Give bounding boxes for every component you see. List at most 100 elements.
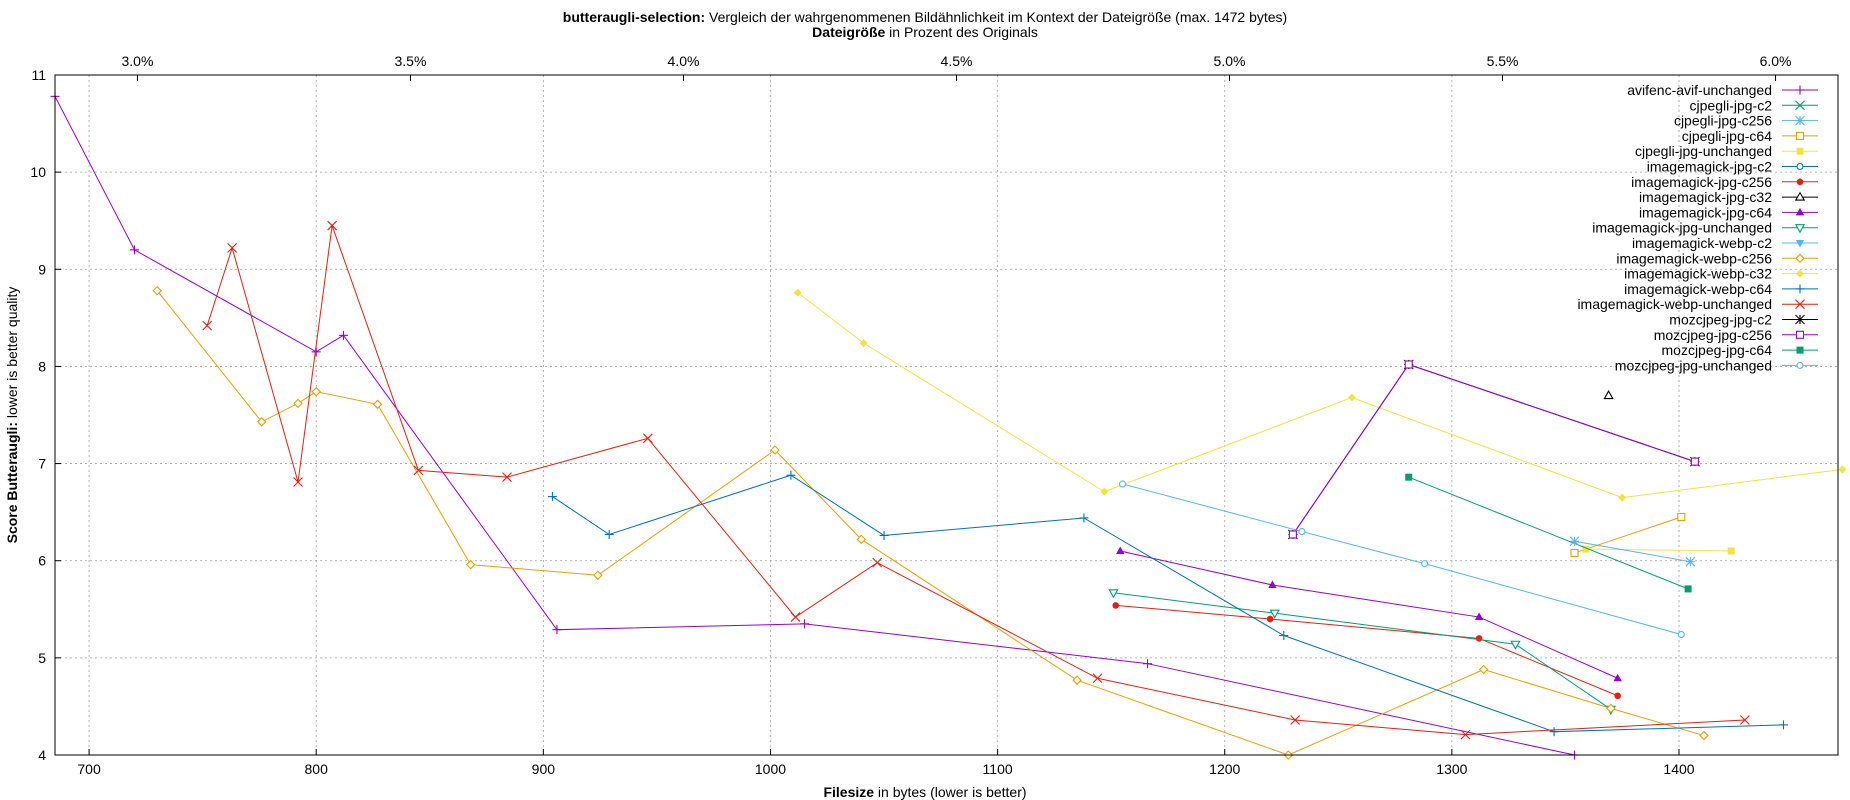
data-point	[1796, 178, 1804, 186]
x2-tick-label: 5.0%	[1214, 53, 1246, 69]
legend-item: imagemagick-webp-c32	[1624, 266, 1818, 282]
series-mozcjpeg-jpg-c256	[1288, 360, 1699, 539]
x2-tick-label: 3.0%	[121, 53, 153, 69]
data-point	[1796, 346, 1804, 354]
data-point	[1474, 612, 1484, 621]
series-cjpegli-jpg-unchanged	[1582, 545, 1735, 555]
series-imagemagick-jpg-unchanged	[1108, 589, 1617, 715]
data-point	[1795, 284, 1805, 294]
data-point	[1606, 703, 1616, 714]
series-line	[1574, 540, 1691, 563]
x2-axis-label: Dateigröße in Prozent des Originals	[812, 24, 1038, 40]
data-point	[1796, 162, 1804, 171]
data-point	[1569, 536, 1580, 547]
legend-label: mozcjpeg-jpg-unchanged	[1615, 357, 1772, 373]
x-tick-label: 1400	[1663, 761, 1694, 777]
legend-label: imagemagick-webp-c256	[1616, 250, 1772, 266]
data-point	[1795, 85, 1805, 95]
legend-label: imagemagick-webp-c2	[1632, 235, 1772, 251]
data-point	[465, 559, 476, 570]
data-point	[1582, 545, 1590, 553]
plot-series	[50, 91, 1847, 760]
chart-title: butteraugli-selection: Vergleich der wah…	[563, 9, 1287, 25]
data-point	[1795, 115, 1805, 126]
data-point	[786, 470, 796, 480]
series-line	[1122, 483, 1682, 636]
data-point	[1796, 147, 1804, 155]
data-point	[1795, 131, 1805, 140]
data-point	[1727, 547, 1735, 555]
data-point	[770, 445, 780, 455]
legend-label: imagemagick-jpg-c2	[1647, 159, 1772, 175]
series-line	[552, 474, 1784, 733]
data-point	[1460, 729, 1471, 740]
legend-label: cjpegli-jpg-c256	[1674, 113, 1772, 129]
legend-item: cjpegli-jpg-c64	[1682, 128, 1818, 144]
data-point	[859, 339, 868, 348]
legend-item: imagemagick-jpg-c32	[1639, 189, 1818, 205]
data-point	[256, 417, 267, 427]
series-imagemagick-webp-c256	[152, 285, 1709, 760]
data-point	[1279, 631, 1289, 641]
data-point	[1796, 361, 1804, 369]
data-point	[1478, 664, 1489, 675]
x2-tick-label: 4.5%	[941, 53, 973, 69]
series-mozcjpeg-jpg-unchanged	[1118, 480, 1685, 639]
data-point	[604, 529, 614, 539]
series-imagemagick-webp-c64	[547, 470, 1788, 737]
data-point	[1795, 330, 1805, 339]
x2-tick-label: 6.0%	[1760, 53, 1792, 69]
data-point	[879, 530, 889, 540]
series-line	[1113, 592, 1612, 710]
x-tick-label: 1300	[1436, 761, 1467, 777]
x-tick-label: 700	[77, 761, 101, 777]
legend-item: avifenc-avif-unchanged	[1627, 82, 1818, 98]
data-point	[1268, 580, 1277, 588]
series-mozcjpeg-jpg-c2	[1287, 359, 1700, 540]
data-point	[413, 465, 424, 476]
legend-label: imagemagick-webp-unchanged	[1577, 296, 1772, 312]
series-imagemagick-jpg-c64	[1116, 546, 1622, 682]
x-tick-label: 1200	[1209, 761, 1240, 777]
legend-label: mozcjpeg-jpg-c2	[1669, 312, 1772, 328]
legend-label: cjpegli-jpg-unchanged	[1635, 143, 1772, 159]
data-point	[1298, 528, 1306, 536]
series-line	[1574, 516, 1682, 554]
data-point	[1795, 253, 1805, 264]
data-point	[1112, 602, 1120, 609]
data-point	[1795, 299, 1805, 310]
data-point	[152, 285, 162, 296]
series-line	[54, 96, 1575, 756]
series-imagemagick-webp-c32	[793, 288, 1847, 502]
data-point	[1690, 457, 1699, 466]
data-point	[1618, 493, 1627, 502]
data-point	[1685, 556, 1696, 567]
x2-tick-label: 4.0%	[668, 53, 700, 69]
data-point	[1108, 589, 1119, 599]
y-tick-label: 4	[38, 747, 46, 763]
data-point	[1739, 715, 1750, 725]
legend-label: imagemagick-jpg-c64	[1639, 204, 1772, 220]
x-tick-label: 1100	[983, 761, 1013, 777]
series-line	[1120, 550, 1618, 679]
data-point	[1795, 314, 1805, 325]
data-point	[1092, 673, 1103, 684]
data-point	[1100, 487, 1109, 496]
data-point	[129, 245, 139, 255]
legend-item: mozcjpeg-jpg-unchanged	[1615, 357, 1818, 373]
data-point	[1116, 546, 1125, 554]
data-point	[1778, 720, 1788, 730]
series-line	[797, 292, 1843, 499]
legend-item: imagemagick-jpg-c256	[1631, 174, 1818, 190]
data-point	[1266, 615, 1274, 623]
x2-tick-label: 3.5%	[395, 53, 427, 69]
data-point	[1570, 548, 1579, 557]
data-point	[327, 220, 337, 231]
y-tick-label: 7	[38, 456, 46, 472]
data-point	[293, 398, 303, 409]
legend-label: cjpegli-jpg-c64	[1682, 128, 1772, 144]
data-point	[1795, 240, 1805, 248]
data-point	[1143, 659, 1153, 669]
series-imagemagick-jpg-c256	[1112, 602, 1621, 700]
data-point	[1405, 473, 1413, 481]
